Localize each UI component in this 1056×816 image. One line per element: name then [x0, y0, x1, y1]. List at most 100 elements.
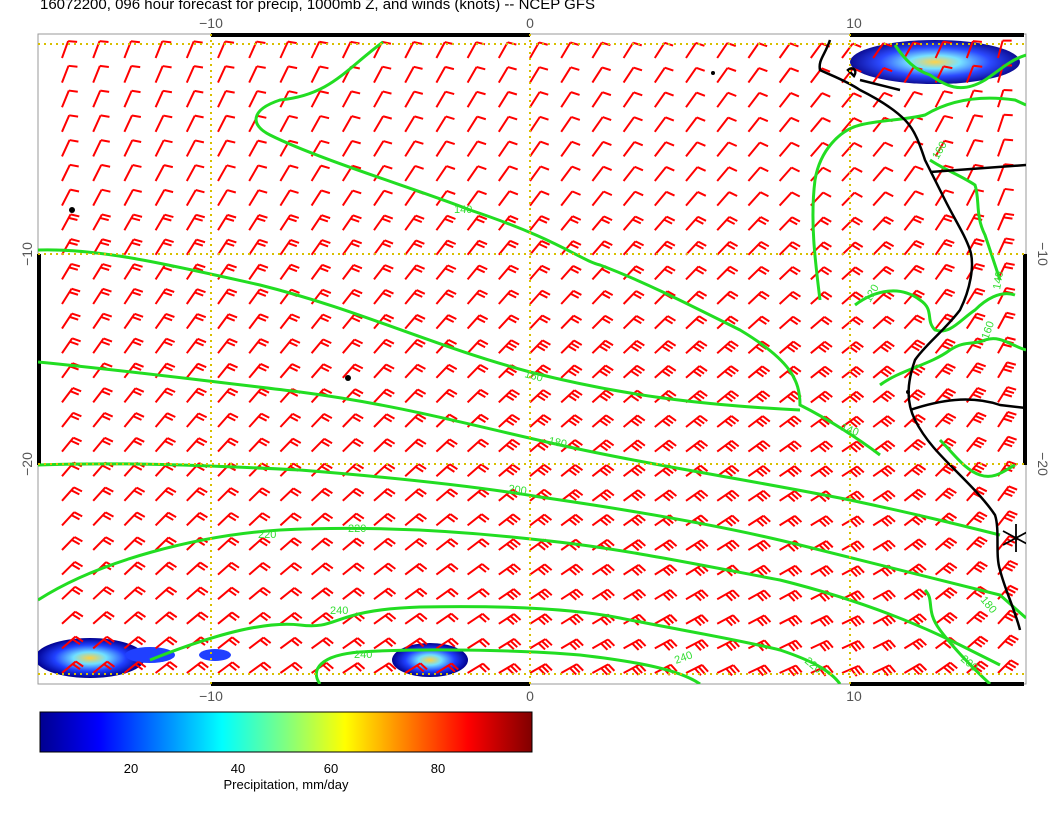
wind-barb: [934, 612, 958, 625]
wind-barb: [435, 140, 456, 157]
contour-label: 240: [354, 649, 372, 661]
wind-barb: [841, 117, 863, 133]
wind-barb: [435, 90, 455, 108]
wind-barb: [997, 138, 1014, 157]
wind-barb: [279, 164, 299, 182]
wind-barb: [61, 635, 84, 650]
wind-barb: [310, 612, 334, 625]
wind-barb: [591, 439, 615, 453]
wind-barb: [560, 165, 581, 182]
wind-barb: [497, 66, 517, 84]
wind-barb: [248, 288, 269, 305]
wind-barb: [716, 340, 739, 354]
wind-barb: [342, 662, 366, 674]
wind-barb: [591, 190, 613, 207]
wind-barb: [248, 238, 269, 256]
wind-barb: [935, 661, 958, 674]
wind-barb: [560, 215, 582, 231]
wind-barb: [186, 661, 209, 674]
wind-barb: [591, 414, 615, 428]
contour-label: 220: [258, 529, 276, 541]
wind-barb: [747, 489, 771, 502]
wind-barb: [342, 338, 364, 354]
island-marker: [711, 71, 715, 75]
african-coastline: [818, 39, 1022, 631]
wind-barb: [217, 90, 235, 108]
wind-barb: [498, 538, 521, 551]
wind-barb: [622, 66, 643, 84]
wind-barb: [248, 512, 271, 527]
wind-barb: [217, 437, 239, 453]
wind-barb: [341, 115, 361, 133]
wind-barb: [654, 564, 678, 577]
wind-barb: [498, 662, 522, 675]
wind-barb: [622, 165, 644, 182]
wind-barb: [716, 166, 738, 182]
wind-barb: [591, 663, 616, 676]
wind-barb: [934, 263, 955, 280]
precip-area-south-center: [392, 643, 468, 677]
wind-barb: [123, 586, 146, 600]
colorbar-title: Precipitation, mm/day: [224, 777, 349, 792]
wind-barb: [217, 238, 237, 256]
wind-barb: [685, 614, 709, 627]
wind-barb: [61, 188, 80, 207]
wind-barb: [622, 364, 646, 379]
wind-barb: [185, 164, 205, 182]
wind-barb: [529, 638, 553, 651]
wind-barb: [217, 288, 238, 305]
wind-barb: [841, 565, 865, 578]
wind-barb: [747, 191, 769, 207]
wind-barb: [186, 412, 208, 428]
wind-barb: [466, 513, 490, 527]
wind-barb: [310, 90, 329, 108]
wind-barb: [934, 512, 958, 527]
wind-barb: [154, 536, 177, 551]
wind-barb: [997, 410, 1017, 428]
wind-barb: [373, 239, 394, 256]
wind-barb: [591, 514, 615, 527]
wind-barb: [934, 388, 957, 404]
wind-barb: [872, 390, 896, 404]
wind-barb: [560, 66, 580, 84]
wind-barb: [185, 89, 204, 108]
coastline: [818, 39, 1026, 631]
wind-barb: [404, 90, 424, 108]
wind-barb: [61, 262, 81, 280]
wind-barb: [248, 263, 269, 280]
wind-barb: [185, 139, 205, 157]
wind-barb: [623, 663, 647, 676]
wind-barb: [310, 512, 334, 527]
wind-barb: [342, 562, 365, 576]
wind-barb: [373, 338, 395, 354]
wind-barb: [966, 635, 989, 650]
wind-barb: [997, 237, 1015, 256]
wind-barb: [341, 189, 362, 207]
wind-barb: [61, 89, 78, 108]
wind-barb: [654, 265, 676, 281]
wind-barb: [154, 213, 174, 231]
wind-barb: [841, 515, 865, 528]
wind-barb: [248, 611, 272, 625]
wind-barb: [435, 662, 459, 674]
wind-barb: [373, 115, 393, 133]
wind-barb: [186, 561, 209, 576]
wind-barb: [217, 40, 235, 59]
island-marker: [345, 375, 351, 381]
wind-barb: [217, 611, 240, 625]
lat-tick-label: −20: [1035, 452, 1051, 476]
wind-barb: [903, 165, 924, 182]
wind-barb: [529, 215, 550, 231]
wind-barb: [466, 90, 486, 108]
wind-barb: [654, 539, 678, 552]
contour-line: [254, 40, 881, 457]
wind-barb: [186, 387, 207, 404]
wind-barb: [591, 91, 612, 108]
wind-barb: [779, 440, 802, 453]
height-contours: [38, 40, 1026, 684]
wind-barb: [466, 165, 487, 182]
wind-barb: [747, 614, 772, 627]
wind-barb: [310, 263, 331, 280]
wind-barb: [154, 511, 177, 527]
wind-barb: [965, 114, 984, 133]
